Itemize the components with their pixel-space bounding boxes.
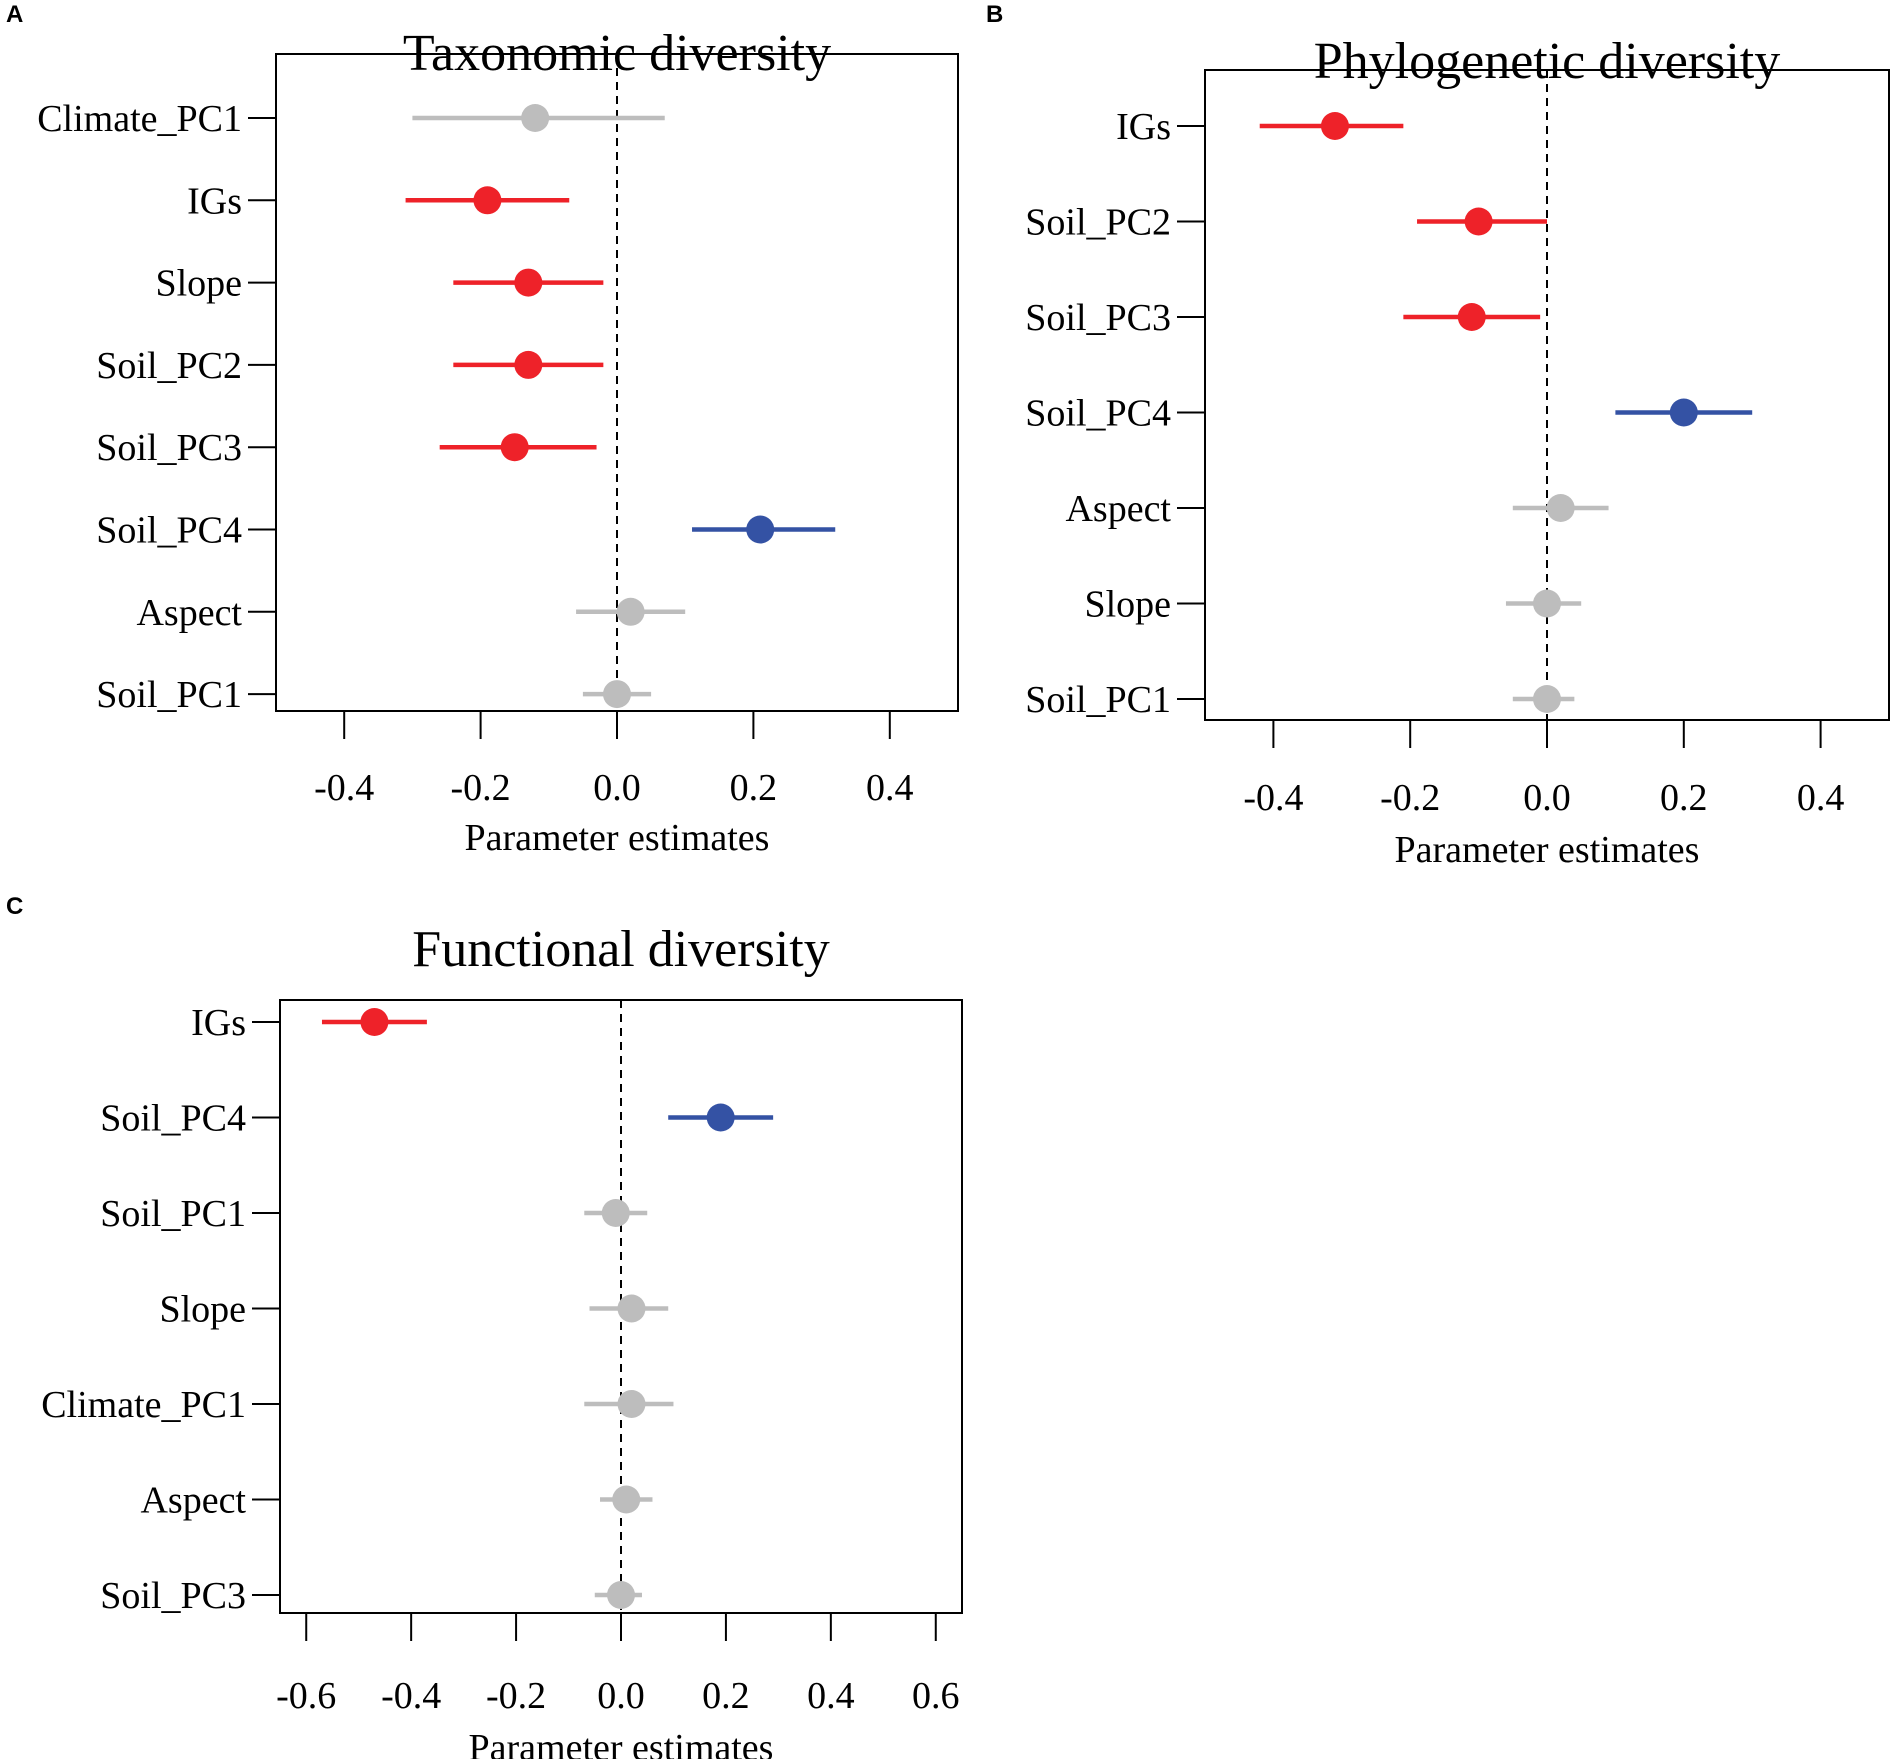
row-label: Climate_PC1 [37,98,242,140]
row-label: Slope [1084,584,1171,626]
x-tick-label: -0.2 [1380,777,1440,819]
x-tick-label: -0.4 [381,1675,441,1717]
chart-title: Functional diversity [412,921,829,978]
x-tick-label: 0.4 [1797,777,1845,819]
panel-functional-diversity: C Functional diversity -0.6 -0.4 -0.2 0.0 0.2 0… [6,893,963,1759]
row-label: Slope [159,1289,246,1331]
estimate-point [1533,685,1561,713]
row-label: Aspect [136,592,242,634]
row-label: IGs [187,180,242,222]
estimate-point [607,1581,635,1609]
estimate-point [617,1294,646,1323]
row-label: Soil_PC4 [100,1098,246,1140]
estimate-point [603,680,631,709]
row-label: Soil_PC2 [96,345,242,387]
row-label: Soil_PC3 [96,427,242,469]
x-tick-label: -0.4 [1243,777,1303,819]
x-tick-label: -0.2 [451,767,511,809]
panel-letter: B [986,1,1003,28]
panel-letter: A [6,1,23,28]
x-tick-label: 0.2 [702,1675,750,1717]
row-label: Soil_PC4 [96,510,242,552]
row-label: Aspect [1065,488,1171,530]
estimate-point [746,515,775,544]
estimate-point [521,104,550,132]
estimate-point [1669,398,1698,427]
row-label: Soil_PC1 [1025,679,1171,721]
chart-title: Phylogenetic diversity [1314,33,1780,90]
row-label: IGs [1116,106,1171,148]
x-tick-label: 0.0 [1523,777,1571,819]
row-label: Soil_PC1 [96,674,242,716]
row-label: Soil_PC3 [100,1575,246,1617]
estimate-point [1533,589,1561,618]
x-tick-label: 0.2 [1660,777,1708,819]
x-tick-label: -0.6 [276,1675,336,1717]
x-axis-title: Parameter estimates [469,1727,774,1759]
x-axis-title: Parameter estimates [465,817,770,859]
row-label: Soil_PC2 [1025,202,1171,244]
x-tick-label: 0.2 [730,767,778,809]
estimate-point [514,350,543,379]
row-label: Aspect [140,1480,246,1522]
x-tick-label: 0.4 [866,767,914,809]
estimate-point [616,597,645,626]
x-tick-label: 0.6 [912,1675,960,1717]
row-label: Soil_PC4 [1025,393,1171,435]
x-tick-label: 0.0 [593,767,641,809]
estimate-point [500,433,529,462]
estimate-point [1457,303,1486,331]
panel-letter: C [6,893,23,920]
x-tick-label: 0.4 [807,1675,855,1717]
estimate-point [473,186,502,215]
row-label: Soil_PC1 [100,1193,246,1235]
x-tick-label: -0.4 [314,767,374,809]
x-tick-label: -0.2 [486,1675,546,1717]
row-label: Climate_PC1 [41,1384,246,1426]
estimate-point [1464,207,1493,236]
row-label: Slope [155,263,242,305]
estimate-point [1320,112,1349,140]
estimate-point [601,1199,630,1227]
estimate-point [514,268,543,297]
estimate-point [1546,494,1575,522]
estimate-point [617,1390,646,1418]
estimate-point [706,1103,735,1132]
estimate-point [612,1485,641,1514]
estimate-point [360,1008,389,1036]
x-tick-label: 0.0 [597,1675,645,1717]
row-label: IGs [191,1002,246,1044]
panel-phylogenetic-diversity: B Phylogenetic diversity -0.4 -0.2 0.0 0.2 0.4… [986,1,1890,871]
row-label: Soil_PC3 [1025,297,1171,339]
x-axis-title: Parameter estimates [1395,829,1700,871]
